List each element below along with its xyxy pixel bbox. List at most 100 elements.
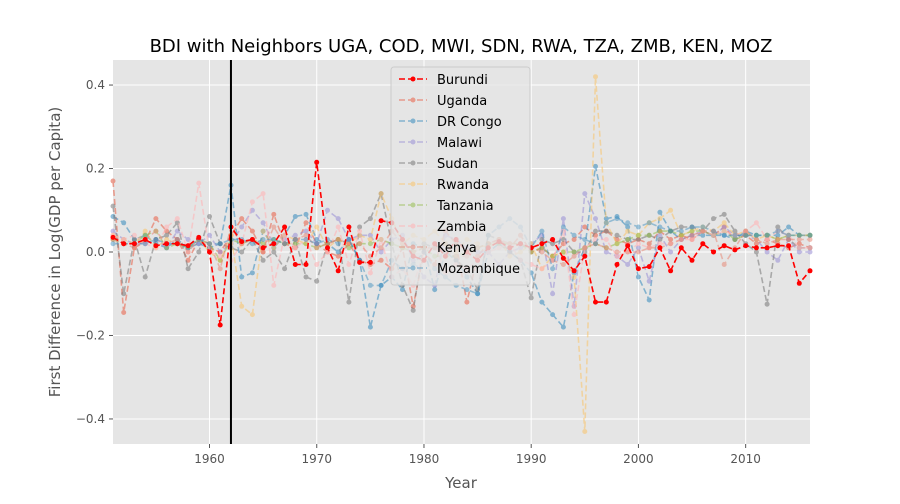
data-point [121,310,127,315]
data-point [657,224,663,230]
y-tick-label: 0.4 [86,78,105,92]
data-point [668,237,674,242]
data-point [164,245,170,251]
data-point [185,243,191,249]
data-point [153,237,159,242]
data-point [131,232,137,238]
data-point [807,237,813,242]
data-point [207,241,212,247]
data-point [571,253,577,259]
legend-label: Burundi [437,73,488,88]
data-point [593,241,598,247]
data-point [314,241,320,247]
data-point [657,228,663,234]
data-point [678,228,684,234]
data-point [625,237,631,242]
legend-swatch-marker [410,265,416,271]
data-point [700,228,706,234]
data-point [367,216,373,222]
data-point [732,247,738,253]
data-point [571,268,577,274]
data-point [635,237,641,242]
data-point [582,237,588,242]
data-point [700,232,706,238]
data-point [282,241,288,247]
data-point [807,232,813,238]
data-point [625,228,631,234]
x-tick-label: 1970 [301,452,332,466]
data-point [346,237,352,242]
data-point [153,228,159,234]
data-point [560,249,566,255]
data-point [807,245,813,251]
data-point [335,241,341,247]
data-point [614,241,620,247]
data-point [539,266,545,272]
data-point [582,224,588,230]
data-point [164,232,170,238]
data-point [657,216,663,222]
data-point [646,264,652,270]
data-point [367,237,373,242]
data-point [346,224,352,230]
data-point [582,191,588,197]
data-point [249,237,255,242]
data-point [292,262,298,267]
data-point [743,232,749,238]
legend-label: Tanzania [436,199,494,214]
data-point [603,245,609,251]
data-point [142,232,148,238]
data-point [796,245,802,251]
legend-item [399,76,427,82]
data-point [271,237,277,242]
data-point [110,178,116,184]
data-point [325,207,330,213]
data-point [217,241,223,247]
data-point [786,224,792,230]
data-point [796,249,802,255]
data-point [625,243,631,249]
data-point [539,237,545,242]
legend-label: Uganda [437,94,487,109]
data-point [582,245,588,251]
data-point [657,209,663,215]
data-point [367,259,373,265]
data-point [764,241,770,247]
data-point [753,245,759,251]
legend-swatch-marker [410,223,416,229]
data-point [260,245,266,251]
data-point [142,237,148,242]
data-point [646,245,652,251]
data-point [196,241,202,247]
data-point [571,232,577,238]
data-point [346,299,352,305]
data-point [260,191,266,197]
data-point [303,232,309,238]
data-point [110,241,116,247]
data-point [593,241,598,247]
data-point [614,216,620,222]
legend-label: Kenya [437,241,477,256]
data-point [732,228,738,234]
data-point [282,224,288,230]
data-point [646,220,652,226]
data-point [678,245,684,251]
data-point [153,237,159,242]
data-point [625,220,631,226]
data-point [668,268,674,274]
data-point [335,237,341,242]
data-point [185,266,191,272]
data-point [282,266,288,272]
data-point [807,249,813,255]
data-point [378,257,384,263]
data-point [271,282,277,288]
data-point [131,245,137,251]
data-point [550,257,556,263]
data-point [131,241,137,247]
data-point [775,237,781,242]
data-point [303,274,309,280]
data-point [603,220,609,226]
data-point [668,228,674,234]
data-point [571,274,577,280]
data-point [700,241,706,247]
